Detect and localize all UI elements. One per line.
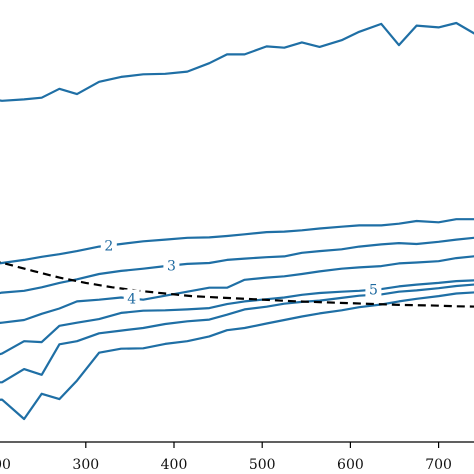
- series-line-3: [0, 236, 474, 295]
- series-line-2: [0, 218, 474, 265]
- series-labels-layer: 2 3 4 5: [100, 236, 382, 308]
- series-label-5: 5: [369, 283, 378, 299]
- series-label-4: 4: [127, 292, 136, 308]
- series-line-4: [0, 255, 474, 325]
- series-label-3: 3: [167, 259, 176, 275]
- x-tick-label: 400: [161, 457, 188, 473]
- series-line-5: [0, 279, 474, 356]
- series-label-background: [100, 236, 117, 255]
- series-line-unlabeled-5: [0, 283, 474, 384]
- x-axis-ticks: 200 300 400 500 600 700: [0, 442, 452, 473]
- series-label-2: 2: [104, 239, 113, 255]
- x-tick-label: 200: [0, 457, 11, 473]
- series-layer: [0, 21, 474, 421]
- series-line-unlabeled-6: [0, 291, 474, 421]
- reference-dashed-line: [0, 261, 474, 308]
- x-tick-label: 300: [72, 457, 99, 473]
- x-tick-label: 500: [249, 457, 276, 473]
- series-line-unlabeled-0: [0, 21, 474, 102]
- x-tick-label: 700: [425, 457, 452, 473]
- series-label-background: [123, 289, 140, 308]
- x-tick-label: 600: [337, 457, 364, 473]
- series-label-background: [163, 256, 180, 275]
- series-label-background: [365, 280, 382, 299]
